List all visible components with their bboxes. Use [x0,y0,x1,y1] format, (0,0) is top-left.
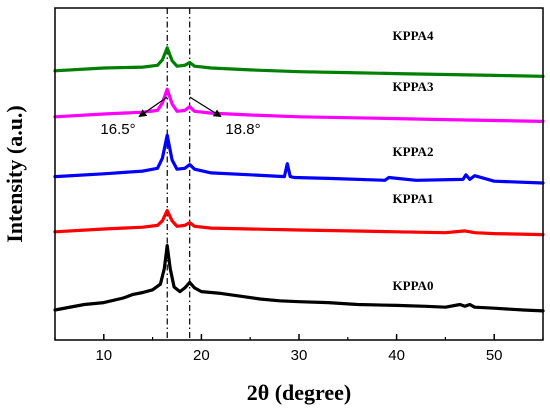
series-line-kppa0 [53,244,545,313]
series-label-kppa0: KPPA0 [393,278,434,293]
series-label-kppa2: KPPA2 [393,144,434,159]
series-line-kppa2 [53,133,545,185]
annotation-arrow-0 [138,96,168,118]
x-tick-label-50: 50 [486,347,503,364]
series-line-kppa4 [53,46,545,78]
x-axis-ticks: 10 20 30 40 50 [54,334,544,364]
annotations: 16.5° 18.8° [100,96,261,138]
series-labels: KPPA0 KPPA1 KPPA2 KPPA3 KPPA4 [393,28,434,293]
series-label-kppa1: KPPA1 [393,191,434,206]
x-tick-label-20: 20 [193,347,210,364]
series-label-kppa4: KPPA4 [393,28,434,43]
annotation-arrow-1 [189,96,222,118]
series-layer [53,46,545,313]
annotation-label-1: 18.8° [225,121,260,138]
plot-frame [54,7,544,341]
annotation-label-0: 16.5° [100,121,135,138]
series-label-kppa3: KPPA3 [393,79,434,94]
x-tick-label-40: 40 [388,347,405,364]
series-line-kppa3 [53,87,545,123]
x-tick-label-10: 10 [95,347,112,364]
y-axis-label: Intensity (a.u.) [2,105,27,243]
x-tick-label-30: 30 [291,347,308,364]
x-axis-label: 2θ (degree) [247,380,352,405]
series-line-kppa1 [53,209,545,237]
